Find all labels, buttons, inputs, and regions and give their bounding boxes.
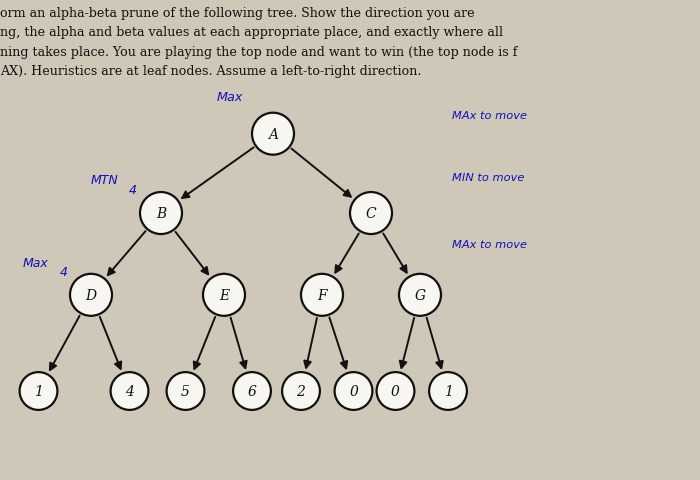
Ellipse shape (167, 372, 204, 410)
Ellipse shape (282, 372, 320, 410)
Text: 6: 6 (248, 384, 256, 398)
Text: MAx to move: MAx to move (452, 110, 526, 120)
Text: G: G (414, 288, 426, 302)
Ellipse shape (140, 192, 182, 235)
Text: 1: 1 (444, 384, 452, 398)
Text: orm an alpha-beta prune of the following tree. Show the direction you are: orm an alpha-beta prune of the following… (0, 7, 475, 20)
Text: D: D (85, 288, 97, 302)
Ellipse shape (203, 274, 245, 316)
Text: A: A (268, 127, 278, 142)
Text: MTN: MTN (91, 174, 119, 187)
Text: 4: 4 (129, 183, 137, 196)
Text: MAx to move: MAx to move (452, 240, 526, 250)
Ellipse shape (20, 372, 57, 410)
Text: ng, the alpha and beta values at each appropriate place, and exactly where all: ng, the alpha and beta values at each ap… (0, 26, 503, 39)
Text: F: F (317, 288, 327, 302)
Ellipse shape (377, 372, 414, 410)
Text: 4: 4 (60, 265, 67, 278)
Ellipse shape (350, 192, 392, 235)
Text: 5: 5 (181, 384, 190, 398)
Ellipse shape (399, 274, 441, 316)
Text: C: C (365, 206, 377, 221)
Text: Max: Max (23, 257, 49, 270)
Text: AX). Heuristics are at leaf nodes. Assume a left-to-right direction.: AX). Heuristics are at leaf nodes. Assum… (0, 65, 421, 78)
Text: 2: 2 (297, 384, 305, 398)
Ellipse shape (301, 274, 343, 316)
Text: ning takes place. You are playing the top node and want to win (the top node is : ning takes place. You are playing the to… (0, 46, 517, 59)
Text: 0: 0 (349, 384, 358, 398)
Text: 1: 1 (34, 384, 43, 398)
Ellipse shape (429, 372, 467, 410)
Text: 0: 0 (391, 384, 400, 398)
Ellipse shape (111, 372, 148, 410)
Text: B: B (156, 206, 166, 221)
Ellipse shape (335, 372, 372, 410)
Text: E: E (219, 288, 229, 302)
Ellipse shape (252, 113, 294, 156)
Text: MIN to move: MIN to move (452, 173, 524, 183)
Ellipse shape (70, 274, 112, 316)
Text: Max: Max (217, 91, 244, 104)
Text: 4: 4 (125, 384, 134, 398)
Ellipse shape (233, 372, 271, 410)
